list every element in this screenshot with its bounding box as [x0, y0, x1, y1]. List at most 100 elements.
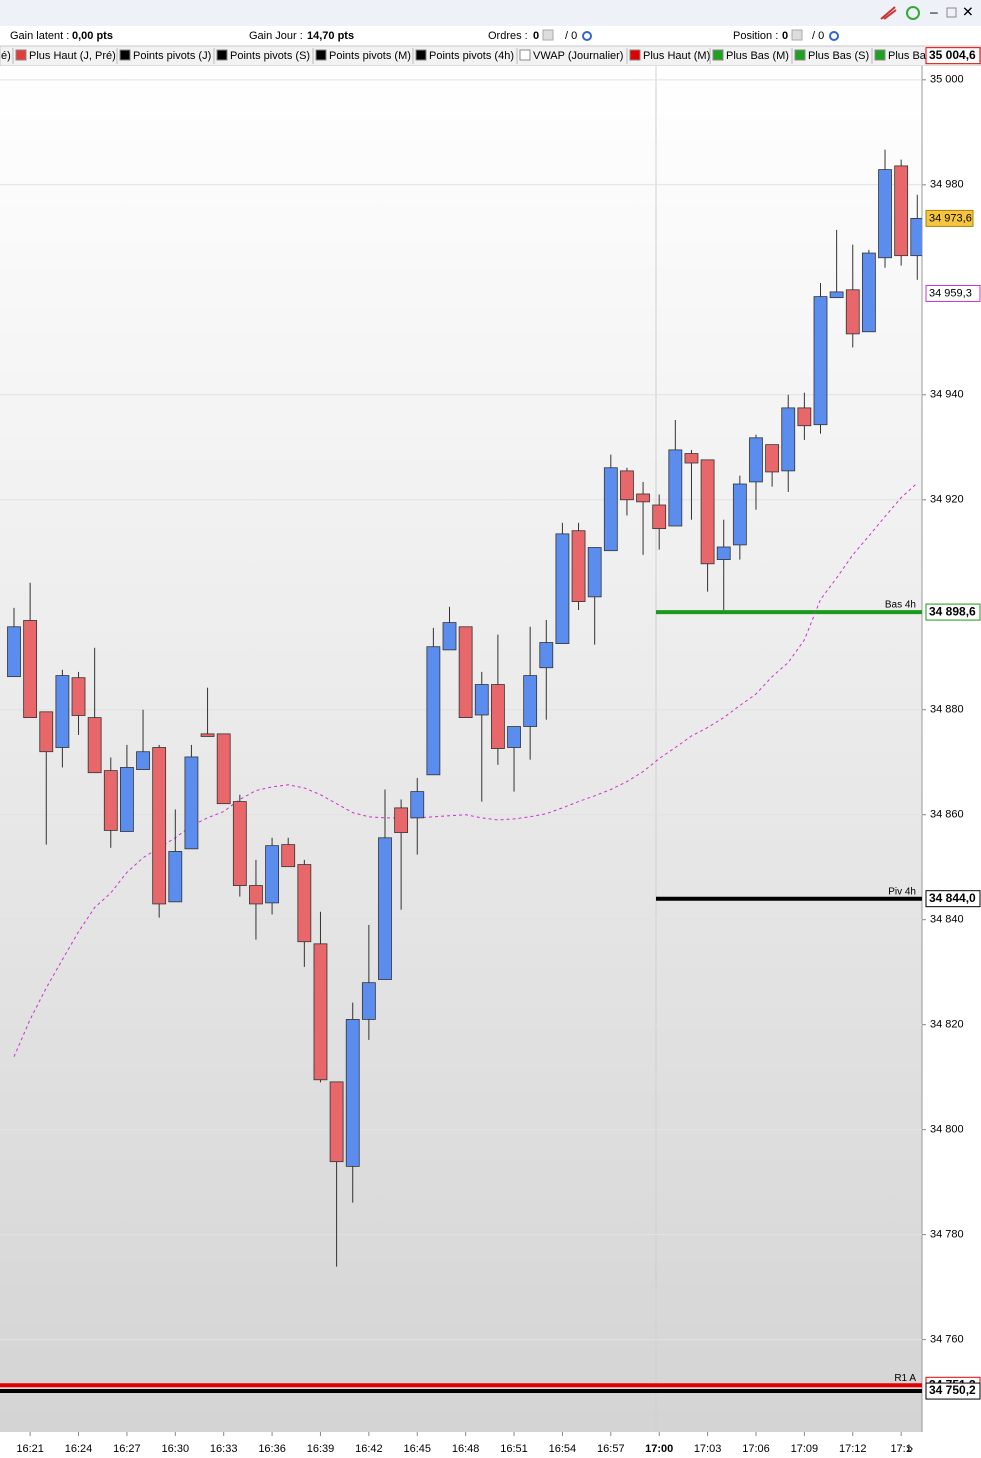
candle-body — [878, 169, 892, 259]
candle-body — [700, 459, 715, 565]
candle-body — [329, 1081, 344, 1163]
candle-body — [749, 437, 763, 483]
price-tag — [925, 47, 981, 65]
candle-body — [168, 851, 183, 903]
candle-body — [378, 837, 392, 980]
candle-body — [555, 533, 570, 644]
legend-label: Points pivots (J) — [133, 50, 211, 62]
info-icon — [791, 29, 803, 41]
candle-body — [7, 626, 21, 678]
candle-body — [394, 807, 409, 833]
x-tick-label: 16:39 — [307, 1443, 335, 1455]
candle-body — [39, 711, 54, 753]
candle-body — [120, 767, 134, 832]
price-tag — [925, 603, 981, 621]
title-bar — [0, 0, 981, 26]
info-value: 0 — [533, 30, 539, 42]
legend-label: Plus Ba — [888, 50, 927, 62]
y-tick-label: 34 880 — [930, 704, 964, 716]
legend-swatch — [15, 49, 27, 61]
candle-body — [603, 467, 618, 552]
candle-body — [539, 642, 554, 669]
x-tick-label: 16:24 — [65, 1443, 93, 1455]
candle-body — [281, 844, 296, 868]
info-icon — [542, 29, 554, 41]
minimize[interactable]: – — [930, 4, 938, 20]
scroll-button[interactable]: » — [906, 1440, 913, 1455]
candle-body — [829, 291, 844, 299]
y-tick-label: 34 980 — [930, 179, 964, 191]
candle-body — [232, 801, 247, 886]
candle-body — [313, 943, 328, 1081]
price-tag-label: 34 844,0 — [929, 891, 976, 905]
legend-swatch — [519, 49, 531, 61]
price-tag-label: 34 750,2 — [929, 1383, 976, 1397]
x-tick-label: 16:45 — [403, 1443, 431, 1455]
price-tag-label: 35 004,6 — [929, 48, 976, 62]
candle-body — [265, 845, 279, 904]
info-bar — [0, 26, 981, 46]
candle-body — [797, 407, 812, 427]
candle-body — [523, 675, 538, 727]
window-buttons[interactable]: – ✕ — [880, 4, 974, 20]
candle-body — [474, 684, 489, 716]
legend-swatch — [415, 49, 427, 61]
candle-body — [765, 444, 780, 473]
candle-body — [458, 626, 473, 718]
candle-body — [55, 675, 70, 748]
candle-body — [345, 1019, 360, 1167]
legend-swatch — [712, 49, 724, 61]
x-tick-label: 16:33 — [210, 1443, 238, 1455]
level-label: Piv 4h — [888, 886, 916, 897]
tool-icon[interactable] — [880, 6, 897, 20]
candle-body — [652, 504, 667, 530]
level-label: R1 A — [894, 1373, 916, 1384]
candle-body — [152, 747, 167, 905]
candle-body — [136, 751, 150, 770]
candle-body — [103, 770, 118, 831]
x-tick-label: 16:21 — [16, 1443, 44, 1455]
settings-icon — [582, 31, 592, 41]
candle-body — [442, 622, 457, 651]
price-tag — [925, 1382, 981, 1400]
candle-body — [845, 289, 860, 335]
legend-label: Plus Bas (M) — [726, 50, 789, 62]
close[interactable]: ✕ — [962, 4, 974, 20]
y-tick-label: 34 760 — [930, 1334, 964, 1346]
info-extra: / 0 — [812, 30, 824, 42]
x-tick-label: 16:27 — [113, 1443, 141, 1455]
candle-body — [894, 165, 909, 257]
info-value: 0 — [782, 30, 788, 42]
info-extra: / 0 — [565, 30, 577, 42]
maximize[interactable] — [946, 7, 957, 18]
x-tick-label: 16:57 — [597, 1443, 625, 1455]
legend-label: Plus Haut (M) — [643, 50, 710, 62]
legend-swatch — [874, 49, 886, 61]
legend-swatch — [794, 49, 806, 61]
x-tick-label: 16:51 — [500, 1443, 528, 1455]
candle-body — [361, 982, 376, 1020]
legend-label: é) — [1, 50, 11, 62]
info-label: Gain Jour : — [249, 30, 303, 42]
candle-body — [587, 547, 602, 598]
refresh-icon[interactable] — [906, 6, 920, 20]
price-tag-label: 34 898,6 — [929, 604, 976, 618]
candle-body — [861, 252, 876, 333]
info-label: Ordres : — [488, 30, 528, 42]
x-tick-label: 17:00 — [645, 1443, 673, 1455]
price-axis — [922, 66, 981, 1432]
candle-body — [490, 684, 505, 749]
legend-swatch — [629, 49, 641, 61]
legend-label: Plus Haut (J, Pré) — [29, 50, 116, 62]
candle-body — [571, 530, 586, 602]
candle-body — [87, 717, 102, 774]
info-label: Gain latent : — [10, 30, 69, 42]
time-axis — [0, 1432, 981, 1458]
x-tick-label: 17:09 — [791, 1443, 819, 1455]
y-tick-label: 35 000 — [930, 74, 964, 86]
plot-area — [0, 66, 922, 1432]
candle-body — [716, 546, 731, 560]
candle-body — [668, 449, 683, 527]
candle-body — [410, 791, 425, 819]
